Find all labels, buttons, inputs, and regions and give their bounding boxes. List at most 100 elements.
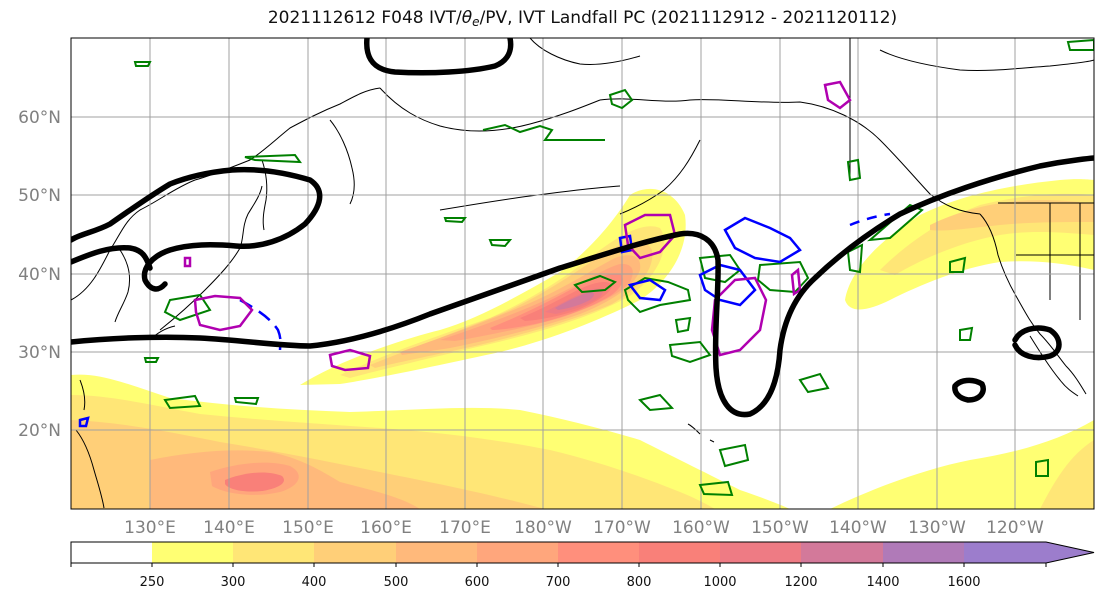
colorbar-outline bbox=[70, 541, 1095, 564]
pv-green-contour bbox=[846, 158, 862, 182]
pv-green-contour bbox=[668, 340, 712, 364]
pv-blue-contour bbox=[698, 263, 757, 307]
lon-label: 150°E bbox=[282, 518, 334, 538]
pv-green-contour bbox=[244, 153, 303, 164]
lon-label: 130°E bbox=[124, 518, 176, 538]
lon-label: 180°W bbox=[514, 518, 572, 538]
theta-e-contour-asia2 bbox=[71, 244, 153, 271]
pv-green-contour bbox=[798, 372, 830, 394]
lon-labels: 130°E 140°E 150°E 160°E 170°E 180°W 170°… bbox=[124, 518, 1044, 538]
pv-green-contour bbox=[143, 357, 160, 363]
colorbar: 250 300 400 500 600 700 800 1000 1200 14… bbox=[70, 541, 1095, 590]
coast-taiwan bbox=[79, 379, 86, 411]
lat-label: 20°N bbox=[18, 421, 61, 441]
coast-philippines bbox=[75, 429, 105, 509]
colorbar-label: 1600 bbox=[947, 575, 980, 590]
pv-magenta-contour bbox=[183, 256, 192, 268]
colorbar-segment bbox=[396, 542, 477, 563]
map-title: 2021112612 F048 IVT/θe/PV, IVT Landfall … bbox=[267, 8, 898, 29]
lat-label: 50°N bbox=[18, 186, 61, 206]
pv-green-contour bbox=[482, 123, 605, 141]
colorbar-segment bbox=[639, 542, 720, 563]
lon-label: 170°E bbox=[439, 518, 491, 538]
pv-green-contour bbox=[573, 274, 617, 294]
colorbar-label: 500 bbox=[384, 575, 409, 590]
coast-alaska bbox=[599, 98, 981, 215]
colorbar-segment bbox=[720, 542, 801, 563]
pv-magenta-contour bbox=[790, 267, 802, 297]
pv-green-contour bbox=[698, 480, 734, 497]
coast-arctic-canada bbox=[879, 49, 1094, 72]
colorbar-label: 1400 bbox=[866, 575, 899, 590]
ivt-hawaii-300 bbox=[1040, 440, 1094, 509]
pv-green-contour bbox=[163, 394, 202, 410]
colorbar-segment bbox=[314, 542, 396, 563]
lon-label: 140°E bbox=[203, 518, 255, 538]
pv-green-contour bbox=[608, 88, 634, 110]
pv-magenta-contour bbox=[328, 348, 372, 372]
lon-label: 170°W bbox=[593, 518, 651, 538]
theta-e-contour-ca bbox=[1012, 325, 1062, 361]
map-plot-area bbox=[71, 38, 1094, 509]
lon-label: 120°W bbox=[986, 518, 1044, 538]
lon-label: 150°W bbox=[751, 518, 809, 538]
colorbar-label: 600 bbox=[465, 575, 490, 590]
theta-e-contour-main bbox=[71, 155, 1094, 418]
pv-green-contour bbox=[1066, 38, 1094, 51]
pv-magenta-contour bbox=[823, 80, 852, 110]
lat-labels: 20°N 30°N 40°N 50°N 60°N bbox=[18, 108, 61, 441]
lon-label: 130°W bbox=[908, 518, 966, 538]
lon-label: 160°E bbox=[360, 518, 412, 538]
pv-blue-contour bbox=[239, 298, 282, 351]
pv-magenta-contour bbox=[193, 294, 254, 332]
colorbar-segment bbox=[477, 542, 558, 563]
pv-green-contour bbox=[443, 217, 467, 224]
pv-blue-contour bbox=[78, 416, 90, 428]
pv-green-contour bbox=[488, 239, 513, 248]
colorbar-label: 250 bbox=[140, 575, 165, 590]
colorbar-segment bbox=[964, 542, 1046, 563]
colorbar-label: 700 bbox=[546, 575, 571, 590]
pv-green-contour bbox=[1035, 458, 1049, 477]
pv-green-contour bbox=[698, 253, 742, 284]
pv-blue-contour bbox=[627, 278, 667, 302]
colorbar-ticks bbox=[70, 563, 1047, 567]
coast-kamchatka bbox=[329, 119, 355, 205]
colorbar-label: 300 bbox=[221, 575, 246, 590]
colorbar-label: 400 bbox=[302, 575, 327, 590]
pv-green-contour bbox=[163, 293, 212, 322]
ivt-band-400 bbox=[370, 241, 653, 368]
pv-green-contours bbox=[133, 38, 1094, 497]
pv-green-contour bbox=[623, 276, 692, 314]
pv-green-contour bbox=[949, 256, 967, 273]
lon-label: 160°W bbox=[672, 518, 730, 538]
coast-korea bbox=[114, 249, 131, 323]
coast-aleutians bbox=[439, 185, 621, 211]
pv-green-contour bbox=[846, 243, 864, 274]
pv-green-contour bbox=[959, 326, 974, 341]
colorbar-label: 800 bbox=[627, 575, 652, 590]
ivt-band-1400 bbox=[555, 292, 594, 310]
pv-blue-contour bbox=[723, 216, 802, 264]
pv-green-contour bbox=[674, 316, 692, 334]
pv-green-contour bbox=[233, 397, 260, 406]
colorbar-label: 1200 bbox=[784, 575, 817, 590]
coast-alaska-peninsula bbox=[619, 139, 701, 215]
ivt-band-500 bbox=[400, 255, 641, 355]
colorbar-segment bbox=[558, 542, 639, 563]
coast-bering-west bbox=[379, 87, 601, 132]
pv-green-contour bbox=[718, 443, 750, 468]
colorbar-segment bbox=[71, 542, 152, 563]
colorbar-segment bbox=[883, 542, 964, 563]
border-us-states bbox=[1016, 203, 1094, 320]
map-frame bbox=[70, 37, 1095, 510]
lat-label: 30°N bbox=[18, 343, 61, 363]
ivt-hawaii-250 bbox=[830, 420, 1094, 509]
theta-e-contour-small bbox=[952, 377, 986, 403]
ivt-band-300 bbox=[340, 226, 665, 378]
pv-blue-contour bbox=[849, 212, 891, 227]
colorbar-segment bbox=[233, 542, 314, 563]
theta-e-contours bbox=[71, 38, 1094, 418]
lat-label: 60°N bbox=[18, 108, 61, 128]
